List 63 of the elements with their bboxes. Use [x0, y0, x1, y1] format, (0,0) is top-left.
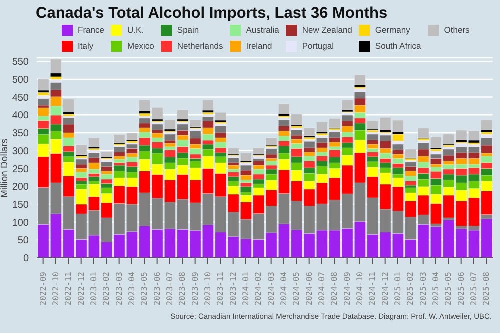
y-tick-label: 400 — [12, 110, 30, 122]
y-tick-label: 150 — [12, 200, 30, 211]
x-tick-label: 2023-01 — [90, 272, 98, 306]
y-tick-label: 450 — [12, 92, 30, 104]
x-tick-label: 2025-07 — [470, 272, 478, 306]
x-tick-label: 2022-12 — [76, 272, 86, 306]
y-tick-label: 50 — [18, 236, 30, 247]
y-tick-label: 550 — [12, 57, 30, 68]
x-tick-label: 2023-06 — [152, 272, 162, 306]
x-tick-label: 2023-08 — [178, 272, 188, 306]
x-tick-label: 2023-10 — [204, 272, 212, 306]
legend-label: Australia — [246, 25, 280, 35]
x-tick-label: 2024-03 — [266, 272, 276, 306]
x-tick-label: 2022-09 — [38, 272, 48, 306]
x-tick-label: 2024-11 — [368, 272, 378, 306]
x-tick-label: 2024-01 — [242, 272, 250, 306]
y-tick-label: 0 — [23, 254, 30, 265]
legend-label: U.K. — [127, 25, 144, 35]
legend-label: Others — [444, 25, 470, 35]
x-tick-label: 2025-01 — [394, 272, 402, 306]
y-tick-label: 200 — [12, 182, 30, 194]
x-tick-label: 2023-09 — [190, 272, 200, 306]
legend-label: Spain — [177, 25, 200, 35]
legend-label: Portugal — [302, 41, 334, 51]
x-tick-label: 2024-06 — [304, 272, 314, 306]
x-tick-label: 2025-04 — [432, 272, 440, 306]
y-tick-label: 250 — [12, 164, 30, 176]
x-tick-label: 2024-12 — [380, 272, 390, 306]
x-tick-label: 2024-08 — [330, 272, 340, 306]
x-tick-label: 2024-05 — [292, 272, 302, 306]
y-tick-label: 350 — [12, 128, 30, 140]
y-tick-label: 100 — [12, 218, 30, 229]
y-tick-label: 300 — [12, 146, 30, 158]
x-tick-label: 2025-06 — [456, 272, 466, 306]
x-tick-label: 2024-10 — [356, 272, 364, 306]
legend-label: South Africa — [375, 41, 422, 51]
legend-label: Netherlands — [177, 41, 224, 51]
legend-label: Germany — [375, 25, 410, 35]
x-tick-label: 2023-05 — [140, 272, 150, 306]
x-tick-label: 2023-11 — [216, 272, 226, 306]
x-tick-label: 2025-05 — [444, 272, 454, 306]
x-tick-label: 2025-08 — [482, 272, 492, 306]
x-tick-label: 2025-02 — [406, 272, 416, 306]
legend-label: Italy — [78, 41, 94, 51]
x-tick-label: 2024-02 — [254, 272, 264, 306]
x-tick-label: 2023-02 — [102, 272, 112, 306]
legend-label: New Zealand — [302, 25, 352, 35]
x-tick-label: 2023-03 — [114, 272, 124, 306]
chart-title: Canada's Total Alcohol Imports, Last 36 Months — [36, 5, 388, 23]
legend-label: France — [78, 25, 104, 35]
x-tick-label: 2024-09 — [342, 272, 352, 306]
x-tick-label: 2023-07 — [166, 272, 174, 306]
x-tick-label: 2023-04 — [128, 272, 136, 306]
y-tick-label: 500 — [12, 74, 30, 86]
x-tick-label: 2024-07 — [318, 272, 326, 306]
x-tick-label: 2022-10 — [52, 272, 60, 306]
x-tick-label: 2024-04 — [280, 272, 288, 306]
y-axis-title: Million Dollars — [0, 138, 10, 198]
legend-label: Ireland — [246, 41, 272, 51]
legend-label: Mexico — [127, 41, 154, 51]
x-tick-label: 2025-03 — [418, 272, 428, 306]
x-tick-label: 2022-11 — [64, 272, 74, 306]
x-tick-label: 2023-12 — [228, 272, 238, 306]
